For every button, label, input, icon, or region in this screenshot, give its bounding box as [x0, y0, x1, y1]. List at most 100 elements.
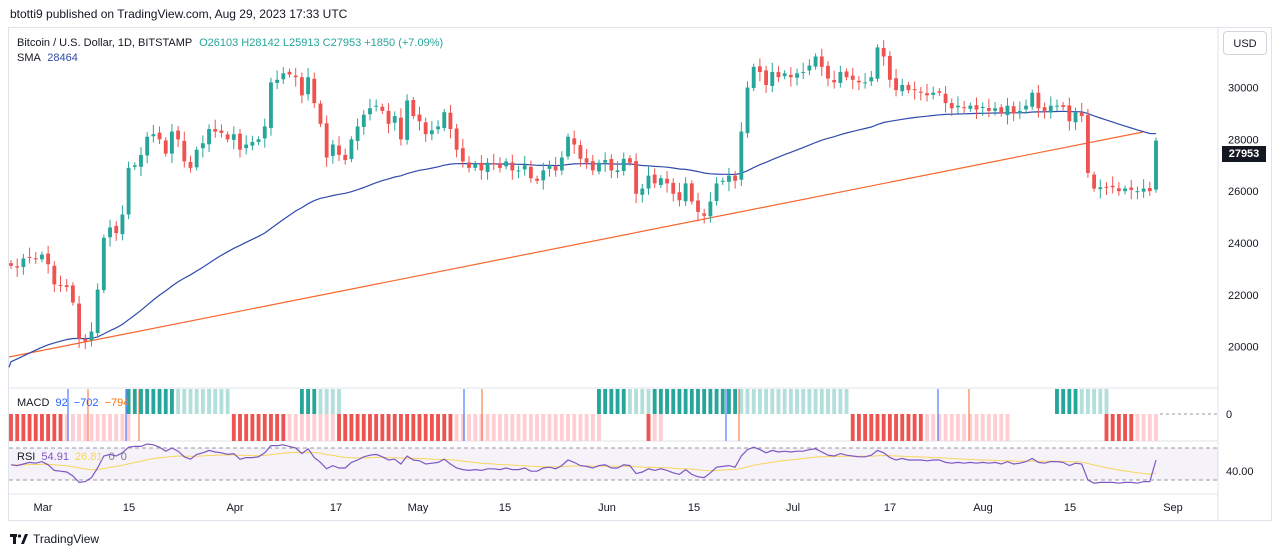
macd-bar: [968, 414, 973, 441]
macd-bar: [646, 414, 651, 441]
candle-body: [95, 289, 100, 334]
candle-body: [764, 70, 768, 85]
sma-layer: [8, 110, 1157, 368]
macd-bar: [485, 414, 490, 441]
candle-body: [671, 182, 676, 194]
candle-body: [176, 130, 181, 140]
macd-bar: [238, 414, 242, 441]
macd-bar: [77, 414, 81, 441]
candle-body: [572, 138, 577, 145]
macd-bar: [423, 414, 428, 441]
candle-body: [584, 158, 589, 163]
symbol-legend[interactable]: Bitcoin / U.S. Dollar, 1D, BITSTAMP O261…: [17, 36, 443, 66]
macd-bar: [553, 414, 558, 441]
candle-body: [256, 139, 261, 142]
symbol-title: Bitcoin / U.S. Dollar, 1D, BITSTAMP: [17, 37, 193, 49]
macd-bar: [652, 414, 657, 441]
macd-bar: [683, 389, 688, 414]
macd-bar: [782, 389, 787, 414]
candle-body: [553, 166, 558, 171]
macd-bar: [943, 414, 948, 441]
candle-body: [491, 163, 496, 165]
macd-bar: [801, 389, 806, 414]
macd-bar: [1123, 414, 1127, 441]
candle-body: [157, 132, 162, 140]
macd-bar: [399, 414, 403, 441]
macd-bar: [819, 389, 824, 414]
macd-bar: [776, 389, 781, 414]
macd-bar: [974, 414, 979, 441]
candle-body: [999, 107, 1004, 114]
price-axis[interactable]: 20000220002400026000280003000032000: [1228, 31, 1259, 354]
candle-body: [535, 178, 539, 181]
macd-bar: [126, 414, 131, 441]
candle-body: [139, 154, 143, 167]
candle-body: [782, 73, 787, 77]
candle-body: [312, 78, 317, 104]
macd-legend[interactable]: MACD 92 −702 −794: [17, 397, 129, 409]
support-trendline: [8, 131, 1144, 358]
price-tick-label: 24000: [1228, 238, 1259, 250]
time-tick-label: Sep: [1163, 502, 1183, 514]
macd-bar: [1067, 389, 1072, 414]
candle-body: [727, 175, 731, 182]
candle-body: [58, 284, 63, 286]
macd-bar: [479, 414, 484, 441]
candle-body: [578, 145, 583, 159]
time-axis[interactable]: Mar 15 Apr 17 May 15 Jun 15 Jul 17 Aug 15 Sep: [34, 502, 1183, 514]
time-tick-label: May: [408, 502, 429, 514]
macd-bar: [714, 389, 719, 414]
candle-body: [324, 123, 329, 158]
macd-bar: [1086, 389, 1090, 414]
publish-info: btotti9 published on TradingView.com, Au…: [10, 7, 348, 21]
macd-bar: [170, 389, 174, 414]
macd-bar: [9, 414, 13, 441]
macd-bar: [764, 389, 768, 414]
candle-body: [1005, 105, 1010, 116]
macd-bar: [1061, 389, 1066, 414]
candle-body: [448, 112, 453, 130]
candle-body: [795, 73, 799, 78]
candle-body: [64, 285, 69, 287]
candle-body: [590, 161, 595, 171]
candle-body: [200, 143, 205, 149]
footer-brand[interactable]: TradingView: [10, 532, 99, 546]
currency-button[interactable]: USD: [1223, 31, 1267, 55]
candle-body: [442, 112, 447, 128]
macd-bar: [634, 389, 639, 414]
candle-body: [881, 47, 886, 57]
macd-bar: [299, 389, 304, 414]
candle-body: [460, 148, 465, 162]
candle-body: [40, 254, 44, 260]
macd-bar: [869, 414, 874, 441]
macd-bar: [1104, 389, 1109, 414]
macd-bar: [609, 389, 614, 414]
time-tick-label: Jul: [786, 502, 800, 514]
rsi-extra-1: 0: [108, 451, 115, 463]
macd-bar: [368, 414, 372, 441]
macd-bar: [1005, 414, 1010, 441]
macd-bar: [559, 414, 564, 441]
macd-value: 92: [55, 397, 68, 409]
rsi-legend[interactable]: RSI 54.91 26.81 0 0: [17, 451, 127, 463]
candle-body: [330, 144, 335, 156]
macd-bar: [40, 414, 44, 441]
candle-body: [306, 77, 310, 95]
macd-bar: [355, 414, 360, 441]
candle-body: [77, 303, 81, 339]
macd-bar: [108, 414, 112, 441]
macd-bar: [535, 414, 539, 441]
candle-body: [108, 227, 112, 238]
candle-body: [27, 256, 32, 258]
macd-bar: [1104, 414, 1109, 441]
price-tick-label: 28000: [1228, 134, 1259, 146]
macd-bar: [250, 414, 255, 441]
candle-body: [708, 201, 713, 217]
macd-bar: [89, 414, 94, 441]
macd-bar: [1147, 414, 1152, 441]
macd-bar: [751, 389, 756, 414]
candle-body: [1067, 105, 1072, 122]
macd-bar: [1129, 414, 1134, 441]
macd-bar: [330, 389, 335, 414]
